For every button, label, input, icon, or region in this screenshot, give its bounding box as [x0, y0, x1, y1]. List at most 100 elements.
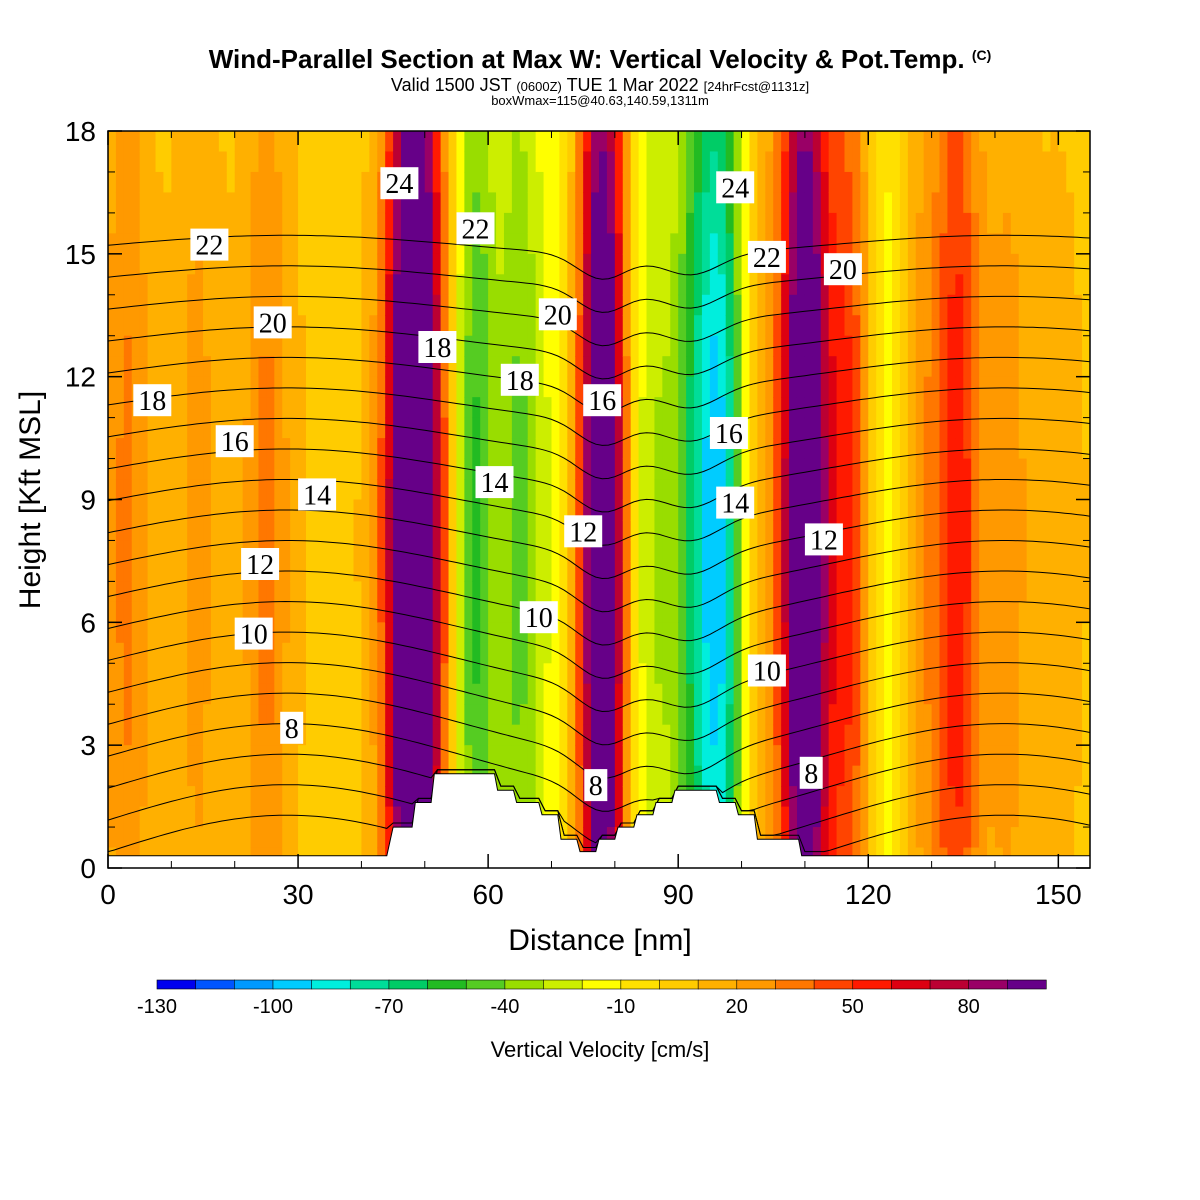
velocity-cell	[757, 356, 766, 378]
velocity-cell	[915, 171, 925, 194]
velocity-cell	[892, 397, 901, 419]
velocity-cell	[163, 622, 172, 644]
velocity-cell	[543, 253, 553, 275]
velocity-cell	[377, 540, 386, 562]
velocity-cell	[591, 274, 600, 296]
velocity-cell	[321, 765, 331, 787]
velocity-cell	[321, 212, 331, 234]
velocity-cell	[345, 745, 355, 767]
velocity-cell	[179, 642, 188, 664]
velocity-cell	[1082, 171, 1090, 194]
velocity-cell	[646, 233, 656, 255]
contour-label: 12	[804, 523, 843, 556]
velocity-cell	[250, 724, 260, 746]
velocity-cell	[551, 704, 560, 726]
velocity-cell	[963, 274, 972, 296]
velocity-cell	[123, 827, 133, 849]
velocity-cell	[503, 233, 513, 255]
velocity-cell	[987, 622, 996, 644]
velocity-cell	[678, 601, 687, 623]
velocity-cell	[622, 765, 632, 787]
velocity-cell	[329, 806, 339, 828]
velocity-cell	[131, 827, 141, 849]
velocity-cell	[646, 581, 656, 603]
velocity-cell	[638, 233, 648, 255]
velocity-cell	[955, 560, 964, 582]
velocity-cell	[614, 131, 624, 153]
velocity-cell	[591, 335, 600, 357]
velocity-cell	[709, 560, 719, 582]
velocity-cell	[361, 171, 370, 194]
velocity-cell	[139, 356, 149, 378]
velocity-cell	[258, 642, 267, 664]
velocity-cell	[511, 212, 521, 234]
velocity-cell	[369, 151, 378, 173]
contour-label-text: 16	[221, 427, 249, 458]
velocity-cell	[115, 438, 125, 460]
velocity-cell	[305, 356, 315, 378]
velocity-cell	[1042, 417, 1051, 439]
velocity-cell	[812, 192, 822, 214]
velocity-cell	[701, 376, 711, 398]
velocity-cell	[559, 131, 568, 153]
velocity-cell	[979, 479, 988, 501]
velocity-cell	[931, 131, 941, 153]
velocity-cell	[939, 765, 949, 787]
velocity-cell	[765, 212, 774, 234]
velocity-cell	[892, 663, 901, 685]
velocity-cell	[511, 540, 521, 562]
velocity-cell	[353, 253, 363, 275]
velocity-cell	[709, 233, 719, 255]
velocity-cell	[369, 519, 378, 542]
velocity-cell	[1074, 499, 1083, 521]
velocity-cell	[108, 622, 117, 644]
velocity-cell	[401, 131, 410, 153]
velocity-cell	[337, 438, 347, 460]
velocity-cell	[139, 131, 149, 153]
velocity-cell	[662, 233, 671, 255]
velocity-cell	[781, 519, 790, 542]
velocity-cell	[527, 438, 537, 460]
velocity-cell	[511, 745, 521, 767]
velocity-cell	[1018, 458, 1028, 480]
velocity-cell	[305, 827, 315, 849]
velocity-cell	[519, 294, 529, 316]
velocity-cell	[899, 233, 909, 255]
velocity-cell	[979, 827, 988, 849]
velocity-cell	[812, 458, 822, 480]
velocity-cell	[963, 622, 972, 644]
velocity-cell	[701, 560, 711, 582]
velocity-cell	[860, 663, 869, 685]
velocity-cell	[567, 376, 576, 398]
velocity-cell	[670, 663, 679, 685]
isentrope-line	[108, 448, 1090, 513]
velocity-cell	[416, 724, 426, 746]
velocity-cell	[432, 622, 442, 644]
velocity-cell	[646, 294, 656, 316]
velocity-cell	[218, 192, 228, 214]
velocity-cell	[868, 274, 877, 296]
velocity-cell	[955, 786, 964, 808]
velocity-cell	[123, 294, 133, 316]
velocity-cell	[527, 151, 537, 173]
velocity-cell	[614, 274, 624, 296]
velocity-cell	[250, 253, 260, 275]
velocity-cell	[321, 540, 331, 562]
velocity-cell	[496, 192, 505, 214]
velocity-cell	[789, 581, 798, 603]
velocity-cell	[242, 581, 252, 603]
velocity-cell	[630, 519, 640, 542]
velocity-cell	[218, 274, 228, 296]
velocity-cell	[115, 274, 125, 296]
velocity-cell	[115, 376, 125, 398]
velocity-cell	[915, 622, 925, 644]
velocity-cell	[812, 335, 822, 357]
velocity-cell	[115, 806, 125, 828]
velocity-cell	[876, 827, 885, 849]
velocity-cell	[408, 192, 418, 214]
velocity-cell	[670, 356, 679, 378]
velocity-cell	[464, 376, 473, 398]
velocity-cell	[1082, 131, 1090, 153]
velocity-cell	[472, 376, 481, 398]
velocity-cell	[591, 540, 600, 562]
